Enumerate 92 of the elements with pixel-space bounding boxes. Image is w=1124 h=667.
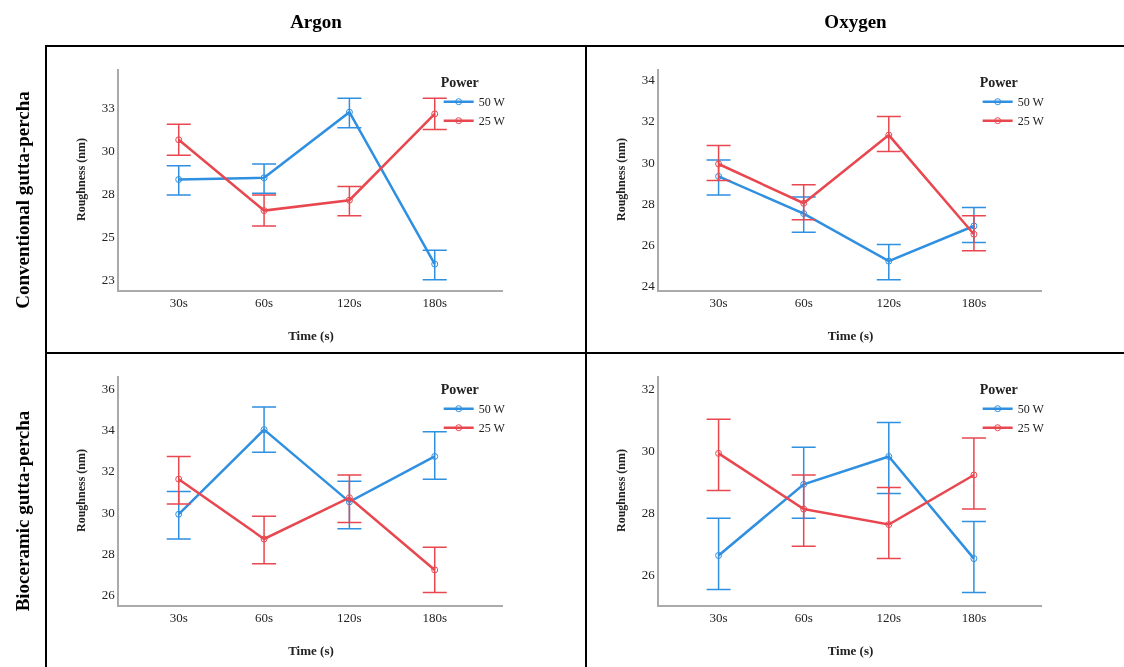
- point: [970, 230, 978, 238]
- x-tick-label: 120s: [876, 295, 902, 311]
- chart-title: Argon: [289, 11, 343, 33]
- y-tick-label: 26: [641, 566, 656, 582]
- point: [431, 260, 439, 268]
- y-tick-label: 30: [101, 504, 115, 520]
- legend-title: Power: [440, 382, 479, 398]
- x-axis-title: Time (s): [827, 327, 874, 343]
- point: [175, 136, 183, 144]
- point: [431, 566, 439, 574]
- y-tick-label: 28: [641, 195, 655, 211]
- x-tick-label: 120s: [876, 610, 902, 626]
- x-tick-label: 180s: [961, 295, 987, 311]
- y-axis-title: Roughness (nm): [73, 137, 88, 222]
- point: [345, 494, 353, 502]
- y-tick-label: 32: [641, 380, 655, 396]
- legend-label: 50 W: [478, 402, 506, 417]
- x-tick-label: 180s: [422, 610, 448, 626]
- y-tick-label: 28: [641, 504, 655, 520]
- y-tick-label: 28: [101, 185, 115, 201]
- y-axis-title: Roughness (nm): [613, 448, 628, 533]
- point: [175, 176, 183, 183]
- y-tick-label: 34: [641, 71, 656, 87]
- x-tick-label: 30s: [709, 610, 728, 626]
- point: [715, 160, 723, 168]
- legend-label: 25 W: [1017, 421, 1045, 436]
- point: [885, 257, 893, 265]
- point: [260, 535, 268, 543]
- y-tick-label: 26: [101, 587, 116, 603]
- y-tick-label: 26: [641, 237, 656, 253]
- point: [715, 551, 723, 559]
- point: [885, 521, 893, 529]
- legend-title: Power: [979, 382, 1018, 398]
- y-tick-label: 32: [101, 463, 115, 479]
- point: [175, 510, 183, 518]
- legend-title: Power: [979, 75, 1018, 91]
- point: [715, 449, 723, 457]
- point: [715, 172, 723, 180]
- y-axis-title: Roughness (nm): [73, 448, 88, 533]
- y-tick-label: 30: [641, 442, 655, 458]
- x-tick-label: 60s: [255, 610, 274, 626]
- point: [970, 471, 978, 479]
- point: [885, 131, 893, 139]
- point: [885, 452, 893, 460]
- x-tick-label: 120s: [337, 295, 362, 311]
- legend-label: 25 W: [478, 114, 506, 129]
- point: [345, 196, 353, 204]
- x-tick-label: 30s: [169, 295, 188, 311]
- y-tick-label: 34: [101, 422, 116, 438]
- point: [260, 174, 268, 182]
- y-tick-label: 25: [101, 229, 115, 245]
- y-axis-title: Roughness (nm): [613, 137, 628, 222]
- legend-label: 25 W: [1017, 114, 1045, 129]
- legend-label: 25 W: [478, 421, 506, 436]
- y-tick-label: 23: [101, 272, 115, 288]
- x-tick-label: 30s: [709, 295, 728, 311]
- point: [800, 210, 808, 218]
- point: [260, 426, 268, 434]
- point: [970, 555, 978, 563]
- legend-label: 50 W: [1017, 402, 1045, 417]
- point: [800, 199, 808, 207]
- x-tick-label: 180s: [422, 295, 448, 311]
- y-tick-label: 30: [101, 142, 115, 158]
- text: Conventional gutta-percha: [12, 90, 34, 309]
- x-tick-label: 60s: [794, 295, 813, 311]
- point: [345, 108, 353, 116]
- y-tick-label: 32: [641, 113, 655, 129]
- y-tick-label: 28: [101, 545, 115, 561]
- point: [431, 452, 439, 460]
- y-tick-label: 24: [641, 278, 656, 294]
- point: [800, 505, 808, 513]
- legend-title: Power: [440, 75, 479, 91]
- x-axis-title: Time (s): [288, 327, 334, 343]
- x-tick-label: 60s: [794, 610, 813, 626]
- point: [431, 110, 439, 118]
- chart-title: Oxygen: [823, 11, 888, 33]
- x-tick-label: 120s: [337, 610, 362, 626]
- x-tick-label: 60s: [255, 295, 274, 311]
- x-tick-label: 180s: [961, 610, 987, 626]
- point: [175, 475, 183, 483]
- y-tick-label: 30: [641, 154, 655, 170]
- y-tick-label: 36: [101, 380, 116, 396]
- legend-label: 50 W: [478, 95, 506, 110]
- point: [970, 222, 978, 230]
- point: [260, 207, 268, 215]
- x-tick-label: 30s: [169, 610, 188, 626]
- y-tick-label: 33: [101, 99, 115, 115]
- text: Bioceramic gutta-percha: [12, 410, 34, 611]
- x-axis-title: Time (s): [827, 642, 874, 658]
- point: [800, 480, 808, 488]
- legend-label: 50 W: [1017, 95, 1045, 110]
- x-axis-title: Time (s): [288, 642, 334, 658]
